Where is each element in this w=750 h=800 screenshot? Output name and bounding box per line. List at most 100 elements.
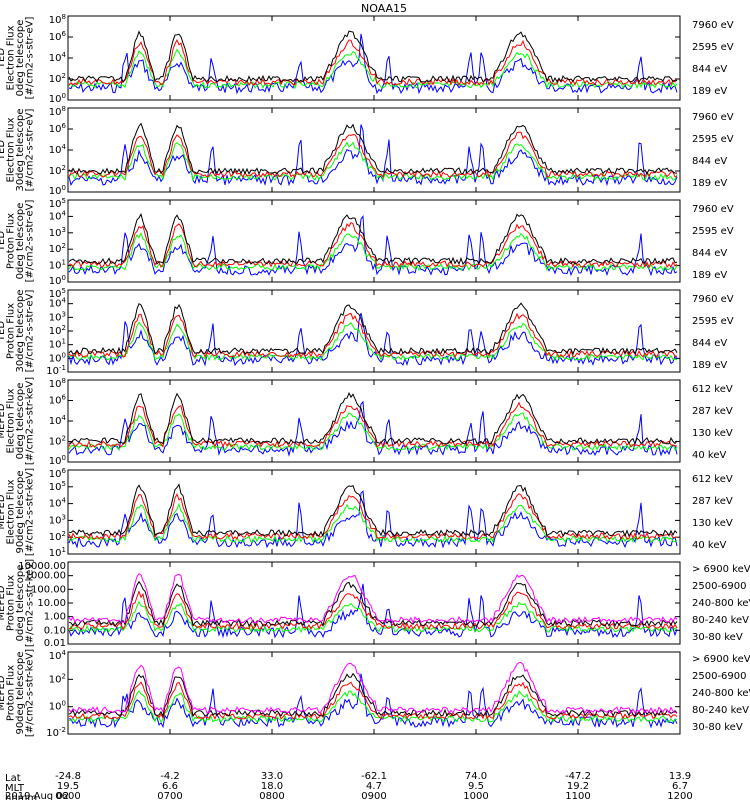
panel-7-ytick-2: 1000.00 xyxy=(25,571,66,582)
panel-6-ytick-3: 104 xyxy=(49,497,67,510)
x-tick-5-hhmm: 1000 xyxy=(463,791,488,800)
panel-5-series-1 xyxy=(69,391,678,446)
panel-7-series-1 xyxy=(68,572,678,624)
panel-7-series-5 xyxy=(68,583,678,639)
panel-4-series-3 xyxy=(68,321,678,362)
panel-2-ylabel: TEDElectron Flux30deg telescope[#/cm2-s-… xyxy=(0,108,36,191)
panel-5-legend-2: 287 keV xyxy=(692,406,733,417)
x-tick-3-hhmm: 0800 xyxy=(259,791,284,800)
panel-3-legend-4: 189 eV xyxy=(692,270,727,281)
panel-6-ylabel: MEPEDElectron Flux90deg telescope[#/cm2-… xyxy=(0,468,36,556)
panel-8-series-5 xyxy=(68,673,678,729)
panel-8-legend-2: 2500-6900 xyxy=(692,671,747,682)
panel-6-legend-4: 40 keV xyxy=(692,540,726,551)
panel-8-legend-4: 80-240 keV xyxy=(692,705,749,716)
panel-8: 104 102 100 10-2 MEPEDProton Flux90deg teles… xyxy=(0,649,750,739)
panel-5-ytick-5: 100 xyxy=(49,454,66,467)
x-tick-6-mlt: 19.2 xyxy=(567,781,589,792)
panel-4-series-1 xyxy=(68,302,678,356)
panel-7-ytick-4: 10.00 xyxy=(37,598,66,609)
panel-4-ylabel: TEDProton Flux30deg telescope[#/cm2-s-st… xyxy=(0,289,36,372)
panel-1-ytick-2: 106 xyxy=(49,30,67,43)
panel-1: 108 106 104 102 100 TEDElectron Flux0deg tele… xyxy=(0,13,734,105)
panel-1-ytick-4: 102 xyxy=(49,72,66,85)
panel-1-ylabel: TEDElectron Flux0deg telescope[#/cm2-s-s… xyxy=(0,17,36,100)
panel-7-legend-1: > 6900 keV xyxy=(692,564,750,575)
panel-8-legend-5: 30-80 keV xyxy=(692,722,743,733)
panel-1-legend-4: 189 eV xyxy=(692,86,727,97)
panel-3-ytick-6: 100 xyxy=(49,274,66,287)
panel-3-series-2 xyxy=(69,222,678,269)
panel-2-series-3 xyxy=(68,141,678,182)
panel-2-legend-1: 7960 eV xyxy=(692,112,734,123)
panel-1-legend-1: 7960 eV xyxy=(692,20,734,31)
panel-5-series-3 xyxy=(68,412,678,451)
x-tick-4-lat: -62.1 xyxy=(361,771,387,782)
panel-2-ytick-3: 104 xyxy=(49,143,67,156)
panel-1-series-4 xyxy=(68,33,678,95)
panel-3-ylabel: TEDProton Flux0deg telescope[#/cm2-s-str… xyxy=(0,200,36,283)
x-axis-date: 2019 Aug 02 xyxy=(5,791,69,800)
panel-8-ytick-4: 10-2 xyxy=(46,726,66,739)
panel-7-legend-2: 2500-6900 xyxy=(692,581,747,592)
panel-3-frame xyxy=(67,199,681,283)
panel-8-legend-3: 240-800 keV xyxy=(692,688,750,699)
x-row-label-lat: Lat xyxy=(5,773,21,784)
panel-5-ytick-4: 102 xyxy=(49,435,66,448)
panel-4-ytick-7: 10-1 xyxy=(46,364,66,377)
panel-8-ytick-1: 104 xyxy=(49,649,67,662)
panel-4-ytick-2: 104 xyxy=(49,297,67,310)
panel-6-ytick-6: 101 xyxy=(49,546,66,559)
x-tick-5-lat: 74.0 xyxy=(465,771,487,782)
panel-4-ytick-5: 101 xyxy=(49,338,66,351)
panel-3-ytick-3: 103 xyxy=(49,226,66,239)
panel-5-legend-1: 612 keV xyxy=(692,384,733,395)
panel-2-series-4 xyxy=(68,124,678,187)
panel-2-legend-4: 189 eV xyxy=(692,178,727,189)
panel-4-legend-1: 7960 eV xyxy=(692,294,734,305)
x-tick-6-lat: -47.2 xyxy=(565,771,591,782)
panel-5-ylabel: MEPEDElectron Flux0deg telescope[#/cm2-s… xyxy=(0,377,36,465)
panel-3-ytick-1: 105 xyxy=(49,197,66,210)
panel-1-ytick-1: 108 xyxy=(49,13,66,26)
panel-7-ytick-7: 0.01 xyxy=(44,638,66,649)
panel-1-legend-3: 844 eV xyxy=(692,64,727,75)
panel-5-series-2 xyxy=(68,401,677,449)
x-tick-2-lat: -4.2 xyxy=(160,771,180,782)
panel-8-ytick-2: 102 xyxy=(49,672,66,685)
panel-6-series-3 xyxy=(68,502,678,544)
x-tick-7-mlt: 6.7 xyxy=(672,781,688,792)
panel-7-legend-5: 30-80 keV xyxy=(692,632,743,643)
x-row-label-mlt: MLT xyxy=(5,783,25,794)
x-tick-7-hhmm: 1200 xyxy=(667,791,692,800)
panel-5-ytick-1: 108 xyxy=(49,377,66,390)
panel-4-legend-2: 2595 eV xyxy=(692,316,734,327)
panel-1-legend-2: 2595 eV xyxy=(692,42,734,53)
panel-2-series-2 xyxy=(68,131,678,179)
panel-6-legend-2: 287 keV xyxy=(692,496,733,507)
panel-2-legend-3: 844 eV xyxy=(692,156,727,167)
panel-4-ytick-6: 100 xyxy=(49,351,66,364)
panel-5-legend-3: 130 keV xyxy=(692,428,733,439)
panel-6-ytick-4: 103 xyxy=(49,513,66,526)
panel-8-ytick-3: 100 xyxy=(49,700,66,713)
x-tick-4-mlt: 4.7 xyxy=(366,781,382,792)
panel-7-ytick-3: 100.00 xyxy=(31,584,66,595)
panel-5-ytick-2: 106 xyxy=(49,394,67,407)
panel-4-ytick-4: 102 xyxy=(49,324,66,337)
x-tick-3-mlt: 18.0 xyxy=(261,781,283,792)
panel-7-legend-4: 80-240 keV xyxy=(692,615,749,626)
x-tick-5-mlt: 9.5 xyxy=(468,781,484,792)
panel-2-ytick-2: 106 xyxy=(49,122,67,135)
panel-6-ytick-2: 105 xyxy=(49,480,66,493)
x-tick-1-hhmm: 0600 xyxy=(55,791,80,800)
panel-2-ytick-1: 108 xyxy=(49,105,66,118)
panel-6-legend-1: 612 keV xyxy=(692,474,733,485)
panel-6-series-4 xyxy=(68,490,678,549)
panel-3-series-4 xyxy=(68,215,678,277)
panel-7-ytick-1: 10000.00 xyxy=(18,561,66,572)
